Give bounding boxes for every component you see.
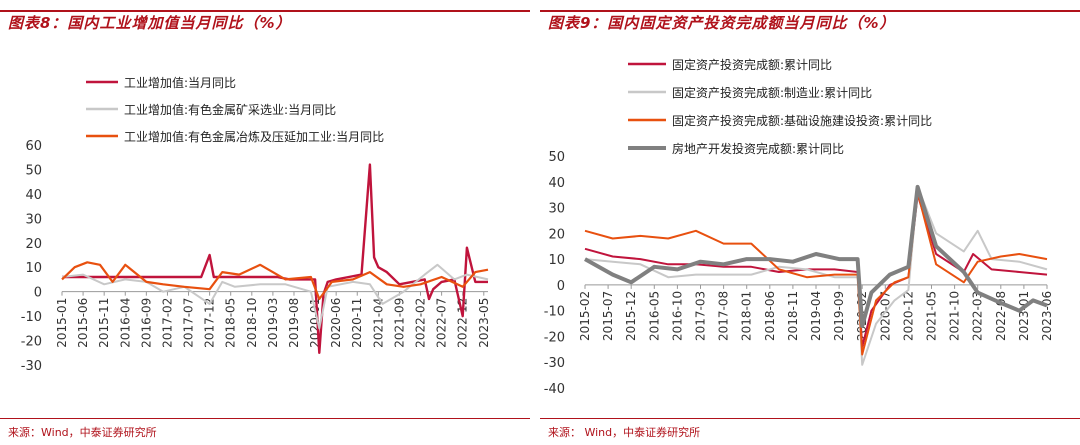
legend-label: 房地产开发投资完成额:累计同比 xyxy=(672,141,844,156)
source-rule xyxy=(0,418,530,419)
x-tick-label: 2021-05 xyxy=(925,291,939,341)
source-rule xyxy=(540,418,1080,419)
right-chart-panel: 图表9：国内固定资产投资完成额当月同比（%） -40 -30 -20 -10 0 10 20… xyxy=(540,0,1080,445)
y-tick-label: 20 xyxy=(548,227,565,242)
y-tick-label: 10 xyxy=(548,253,565,268)
x-tick-label: 2017-08 xyxy=(717,291,731,341)
x-tick-label: 2015-01 xyxy=(55,298,69,348)
x-tick-label: 2017-02 xyxy=(160,298,174,348)
x-tick-label: 2015-07 xyxy=(601,291,615,341)
series-line xyxy=(584,184,1048,329)
series-line xyxy=(61,263,489,330)
x-tick-label: 2015-02 xyxy=(578,291,592,341)
y-tick-label: 50 xyxy=(25,163,42,178)
y-tick-label: -20 xyxy=(21,335,42,350)
x-tick-label: 2015-11 xyxy=(97,298,111,348)
x-tick-label: 2021-04 xyxy=(371,298,385,348)
title-rule xyxy=(540,10,1080,12)
y-tick-label: 60 xyxy=(25,139,42,154)
left-chart-panel: 图表8：国内工业增加值当月同比（%） -30 -20 -10 0 10 20 30 40 50 6… xyxy=(0,0,535,445)
legend-label: 工业增加值:当月同比 xyxy=(124,75,236,90)
y-tick-label: 40 xyxy=(548,176,565,191)
x-tick-label: 2019-04 xyxy=(809,291,823,341)
x-tick-label: 2018-06 xyxy=(763,291,777,341)
x-tick-label: 2023-06 xyxy=(1040,291,1054,341)
x-tick-label: 2016-04 xyxy=(118,298,132,348)
y-tick-label: -30 xyxy=(544,356,565,371)
x-tick-label: 2021-09 xyxy=(392,298,406,348)
x-tick-label: 2022-12 xyxy=(456,298,470,348)
x-tick-label: 2016-10 xyxy=(670,291,684,341)
x-tick-label: 2018-05 xyxy=(224,298,238,348)
y-tick-label: 0 xyxy=(557,279,565,294)
x-tick-label: 2020-11 xyxy=(350,298,364,348)
legend-label: 固定资产投资完成额:累计同比 xyxy=(672,57,832,72)
x-tick-label: 2015-12 xyxy=(624,291,638,341)
x-tick-label: 2022-03 xyxy=(971,291,985,341)
legend-label: 固定资产投资完成额:基础设施建设投资:累计同比 xyxy=(672,113,932,128)
x-tick-label: 2018-01 xyxy=(740,291,754,341)
legend-label: 固定资产投资完成额:制造业:累计同比 xyxy=(672,85,872,100)
source-note: 来源： Wind，中泰证券研究所 xyxy=(548,426,701,439)
x-tick-label: 2022-07 xyxy=(435,298,449,348)
x-tick-label: 2017-07 xyxy=(182,298,196,348)
chart-canvas: -40 -30 -20 -10 0 10 20 30 40 50 2015-02 2015-07 201… xyxy=(544,57,1054,397)
x-tick-label: 2017-03 xyxy=(694,291,708,341)
x-tick-label: 2023-01 xyxy=(1017,291,1031,341)
y-tick-label: 20 xyxy=(25,237,42,252)
y-tick-label: -10 xyxy=(544,305,565,320)
series-line xyxy=(62,163,488,354)
x-tick-label: 2020-07 xyxy=(878,291,892,341)
y-tick-label: -20 xyxy=(544,330,565,345)
x-tick-label: 2023-05 xyxy=(477,298,491,348)
y-tick-label: -40 xyxy=(544,382,565,397)
y-tick-label: 50 xyxy=(548,150,565,165)
series-line xyxy=(61,261,489,301)
x-tick-label: 2022-08 xyxy=(994,291,1008,341)
x-tick-label: 2020-12 xyxy=(901,291,915,341)
chart-title: 图表9：国内固定资产投资完成额当月同比（%） xyxy=(548,14,896,32)
y-tick-label: 30 xyxy=(548,202,565,217)
x-tick-label: 2020-06 xyxy=(329,298,343,348)
x-tick-label: 2021-10 xyxy=(948,291,962,341)
y-tick-label: 0 xyxy=(34,286,42,301)
chart-canvas: -30 -20 -10 0 10 20 30 40 50 60 2015-01 2015-06 2015… xyxy=(21,75,491,374)
x-tick-label: 2016-09 xyxy=(139,298,153,348)
chart-title: 图表8：国内工业增加值当月同比（%） xyxy=(8,14,292,32)
x-tick-label: 2018-10 xyxy=(245,298,259,348)
y-tick-label: 30 xyxy=(25,212,42,227)
x-tick-label: 2018-11 xyxy=(786,291,800,341)
legend-label: 工业增加值:有色金属冶炼及压延加工业:当月同比 xyxy=(124,129,384,144)
source-note: 来源：Wind，中泰证券研究所 xyxy=(8,426,157,439)
x-tick-label: 2016-05 xyxy=(647,291,661,341)
y-tick-label: 40 xyxy=(25,188,42,203)
y-tick-label: 10 xyxy=(25,261,42,276)
y-tick-label: -30 xyxy=(21,359,42,374)
x-tick-label: 2022-02 xyxy=(414,298,428,348)
x-tick-label: 2017-12 xyxy=(203,298,217,348)
x-tick-label: 2019-08 xyxy=(287,298,301,348)
title-rule xyxy=(0,10,530,12)
y-tick-label: -10 xyxy=(21,310,42,325)
legend-label: 工业增加值:有色金属矿采选业:当月同比 xyxy=(124,102,336,117)
x-tick-label: 2019-09 xyxy=(832,291,846,341)
x-tick-label: 2015-06 xyxy=(76,298,90,348)
x-tick-label: 2019-03 xyxy=(266,298,280,348)
